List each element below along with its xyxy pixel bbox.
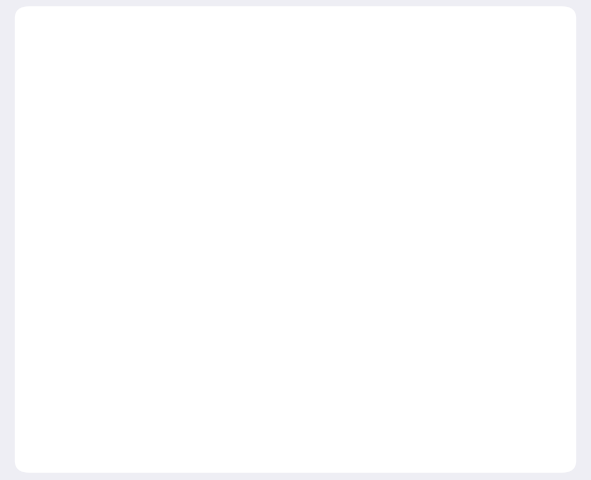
Circle shape xyxy=(70,316,106,352)
Circle shape xyxy=(62,388,114,440)
Text: The resonance frequency of the: The resonance frequency of the xyxy=(122,226,409,243)
Text: transistor: transistor xyxy=(122,338,209,356)
Text: tank circuit: tank circuit xyxy=(122,258,223,276)
Text: The conduction time of the: The conduction time of the xyxy=(122,305,365,324)
Text: The time cycle of the input signal: The time cycle of the input signal xyxy=(122,166,424,184)
Text: The supply voltage.: The supply voltage. xyxy=(122,405,300,423)
Text: The efficiency of tuned class C: The efficiency of tuned class C xyxy=(62,55,371,74)
Circle shape xyxy=(70,156,106,192)
Circle shape xyxy=(78,404,98,424)
Text: *: * xyxy=(260,90,270,109)
Circle shape xyxy=(69,395,107,433)
Text: amplifiers depends on the: amplifiers depends on the xyxy=(62,90,333,109)
Circle shape xyxy=(70,237,106,273)
